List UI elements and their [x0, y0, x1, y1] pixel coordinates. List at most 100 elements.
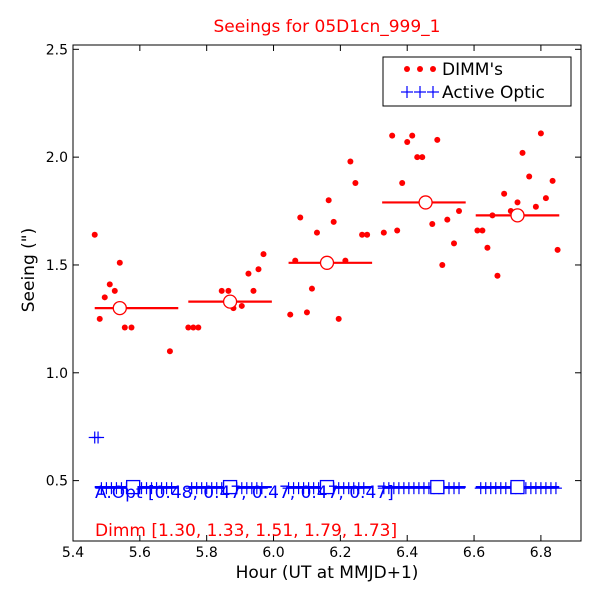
ao-mean-marker-4	[430, 479, 445, 495]
dimm-point-52	[489, 212, 496, 219]
dimm-point-26	[313, 229, 320, 236]
dimm-mean-marker-1	[112, 300, 127, 316]
dimm-point-9	[166, 348, 173, 355]
dimm-point-17	[245, 270, 252, 277]
dimm-point-37	[394, 227, 401, 234]
legend: DIMM's Active Optic	[382, 56, 572, 107]
dimm-point-31	[347, 158, 354, 165]
dimm-point-8	[128, 324, 135, 331]
dimm-mean-marker-5	[510, 208, 525, 223]
dimm-point-18	[250, 287, 257, 294]
ao-mean-marker-5	[510, 479, 525, 495]
x-tick-label-5: 6.2	[329, 545, 351, 561]
dimm-point-36	[389, 132, 396, 139]
dimm-point-10	[185, 324, 192, 331]
dimm-point-5	[111, 287, 118, 294]
chart-title: Seeings for 05D1cn_999_1	[214, 17, 441, 37]
dimm-point-53	[494, 272, 501, 279]
ao-outlier-2	[92, 431, 105, 444]
dimm-point-33	[359, 231, 366, 238]
legend-dimm-dot-3	[430, 66, 436, 72]
dimm-point-14	[225, 287, 232, 294]
ao-mean-marker-2	[222, 479, 238, 495]
dimm-point-4	[106, 281, 113, 288]
legend-ao-plus-1	[401, 86, 413, 98]
ao-point-78	[549, 482, 562, 495]
dimm-point-1	[91, 231, 98, 238]
ao-point-62	[453, 482, 466, 495]
dimm-point-62	[549, 177, 556, 184]
dimm-point-23	[297, 214, 304, 221]
dimm-point-42	[419, 154, 426, 161]
dimm-mean-marker-2	[222, 294, 238, 309]
dimm-point-51	[484, 244, 491, 251]
x-axis-label: Hour (UT at MMJD+1)	[236, 563, 419, 583]
dimm-point-59	[532, 203, 539, 210]
dimm-point-35	[380, 229, 387, 236]
dimm-point-40	[409, 132, 416, 139]
dimm-point-44	[434, 136, 441, 143]
dimm-point-38	[399, 180, 406, 187]
dimm-point-54	[501, 190, 508, 197]
dimm-point-12	[195, 324, 202, 331]
dimm-mean-marker-3	[319, 255, 335, 270]
x-tick-label-4: 6.0	[262, 545, 284, 561]
dimm-point-27	[325, 197, 332, 204]
ao-point-30	[255, 482, 268, 495]
axes: 5.4 5.6 5.8 6.0 6.2 6.4 6.6 6.8 0.5 1.0 1.5 2.0 2.5	[46, 42, 582, 561]
ao-point-15	[165, 482, 178, 495]
plot-frame	[72, 44, 582, 542]
dimm-point-13	[218, 287, 225, 294]
dimm-mean-marker-4	[418, 195, 433, 210]
x-tick-label-8: 6.8	[530, 545, 552, 561]
dimm-point-30	[342, 257, 349, 264]
dimm-point-60	[537, 130, 544, 137]
ao-mean-marker-1	[126, 479, 141, 495]
x-tick-label-1: 5.4	[62, 545, 84, 561]
dimm-point-32	[352, 180, 359, 187]
plot-area	[88, 130, 562, 495]
ao-point-46	[357, 482, 370, 495]
x-tick-label-7: 6.6	[463, 545, 485, 561]
dimm-point-29	[335, 315, 342, 322]
x-tick-label-3: 5.8	[196, 545, 218, 561]
dimm-point-19	[255, 266, 262, 273]
dimm-point-2	[96, 315, 103, 322]
y-tick-label-5: 2.5	[46, 42, 68, 58]
ao-mean-marker-3	[319, 479, 335, 495]
annotation-aopt: A.Opt [0.48, 0.47, 0.47, 0.47, 0.47]	[95, 483, 394, 503]
dimm-point-28	[330, 218, 337, 225]
dimm-point-34	[364, 231, 371, 238]
dimm-point-63	[554, 246, 561, 253]
dimm-point-20	[260, 251, 267, 258]
dimm-point-57	[519, 149, 526, 156]
legend-label-dimm: DIMM's	[442, 60, 503, 80]
legend-dimm-dot-2	[417, 66, 423, 72]
dimm-point-45	[439, 261, 446, 268]
dimm-point-47	[451, 240, 457, 247]
dimm-point-50	[479, 227, 486, 234]
dimm-point-11	[190, 324, 197, 331]
dimm-point-48	[456, 208, 463, 215]
legend-ao-plus-3	[427, 86, 439, 98]
dimm-point-24	[303, 309, 310, 316]
dimm-point-22	[292, 257, 299, 264]
x-tick-label-2: 5.6	[129, 545, 151, 561]
legend-box	[382, 56, 572, 107]
y-tick-label-4: 2.0	[46, 150, 68, 166]
dimm-point-58	[526, 173, 533, 180]
dimm-point-49	[474, 227, 481, 234]
y-tick-label-2: 1.0	[46, 366, 68, 382]
y-tick-label-1: 0.5	[46, 474, 68, 490]
dimm-point-41	[414, 154, 421, 161]
dimm-point-3	[101, 294, 108, 301]
dimm-point-7	[121, 324, 128, 331]
dimm-point-25	[308, 285, 315, 292]
dimm-point-61	[542, 195, 549, 202]
dimm-point-39	[404, 139, 411, 146]
dimm-point-21	[287, 311, 294, 318]
legend-label-ao: Active Optic	[442, 83, 545, 103]
dimm-point-56	[514, 199, 521, 206]
legend-ao-plus-2	[414, 86, 426, 98]
